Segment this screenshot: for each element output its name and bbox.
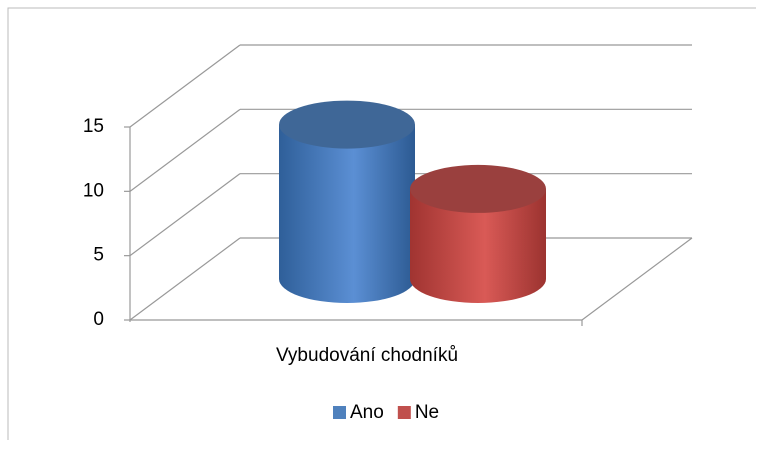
legend-label: Ne [415, 402, 439, 423]
x-category-label: Vybudování chodníků [276, 345, 458, 366]
grid-line-side [129, 237, 241, 321]
bar [279, 100, 415, 303]
y-tick-label: 15 [83, 116, 104, 137]
legend-label: Ano [350, 402, 384, 423]
y-tick-label: 5 [93, 245, 104, 266]
bar-body [279, 124, 415, 303]
frame [7, 7, 756, 440]
y-tick-label: 10 [83, 180, 104, 201]
grid-line-side [129, 108, 241, 192]
floor-right [581, 237, 693, 321]
y-tick-label: 0 [93, 309, 104, 330]
grid-line-side [129, 44, 241, 128]
legend-swatch [333, 406, 346, 419]
grid-line-side [129, 173, 241, 257]
legend-swatch [397, 406, 411, 419]
bar [410, 164, 546, 303]
bar-top [279, 100, 415, 149]
bar-top [410, 164, 546, 213]
bar-body [410, 188, 546, 303]
